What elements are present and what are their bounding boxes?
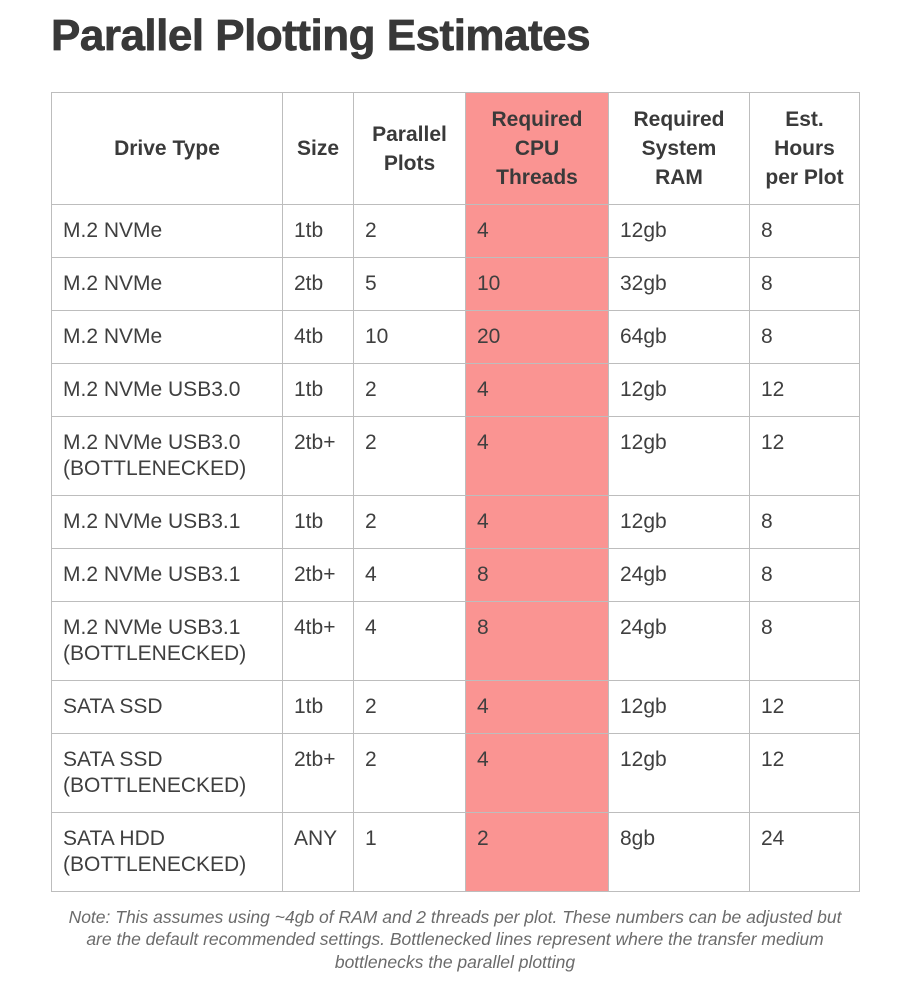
cell-required-system-ram: 24gb — [608, 601, 750, 681]
cell-drive-type: SATA HDD (BOTTLENECKED) — [51, 812, 283, 892]
cell-drive-type: M.2 NVMe USB3.1 (BOTTLENECKED) — [51, 601, 283, 681]
footnote-line: are the default recommended settings. Bo… — [86, 929, 824, 950]
cell-parallel-plots: 2 — [353, 363, 466, 417]
cell-size: 2tb+ — [282, 733, 354, 813]
cell-required-system-ram: 8gb — [608, 812, 750, 892]
cell-required-cpu-threads: 2 — [465, 812, 609, 892]
cell-size: 1tb — [282, 363, 354, 417]
cell-size: 2tb+ — [282, 548, 354, 602]
column-header-required-system-ram: Required System RAM — [608, 92, 750, 205]
table-row: SATA SSD (BOTTLENECKED) 2tb+ 2 4 12gb 12 — [51, 733, 860, 813]
column-header-est-hours-per-plot: Est. Hours per Plot — [749, 92, 860, 205]
table-row: SATA HDD (BOTTLENECKED) ANY 1 2 8gb 24 — [51, 812, 860, 892]
cell-parallel-plots: 4 — [353, 548, 466, 602]
cell-drive-type: M.2 NVMe — [51, 257, 283, 311]
table-row: M.2 NVMe 1tb 2 4 12gb 8 — [51, 204, 860, 258]
cell-drive-type: M.2 NVMe USB3.0 — [51, 363, 283, 417]
page-title: Parallel Plotting Estimates — [51, 11, 591, 61]
cell-required-cpu-threads: 8 — [465, 548, 609, 602]
table-row: M.2 NVMe USB3.1 1tb 2 4 12gb 8 — [51, 495, 860, 549]
table-row: M.2 NVMe 2tb 5 10 32gb 8 — [51, 257, 860, 311]
column-header-size: Size — [282, 92, 354, 205]
cell-drive-type: M.2 NVMe — [51, 204, 283, 258]
header-row: Drive Type Size Parallel Plots Required … — [51, 92, 860, 205]
table-row: M.2 NVMe USB3.1 2tb+ 4 8 24gb 8 — [51, 548, 860, 602]
cell-required-cpu-threads: 4 — [465, 680, 609, 734]
table-row: M.2 NVMe 4tb 10 20 64gb 8 — [51, 310, 860, 364]
cell-size: 4tb+ — [282, 601, 354, 681]
cell-drive-type: SATA SSD (BOTTLENECKED) — [51, 733, 283, 813]
cell-required-cpu-threads: 10 — [465, 257, 609, 311]
cell-size: 2tb+ — [282, 416, 354, 496]
cell-required-cpu-threads: 4 — [465, 733, 609, 813]
cell-drive-type: M.2 NVMe USB3.1 — [51, 495, 283, 549]
table-row: SATA SSD 1tb 2 4 12gb 12 — [51, 680, 860, 734]
cell-required-system-ram: 12gb — [608, 495, 750, 549]
cell-est-hours-per-plot: 24 — [749, 812, 860, 892]
cell-parallel-plots: 5 — [353, 257, 466, 311]
cell-required-system-ram: 12gb — [608, 733, 750, 813]
cell-required-system-ram: 12gb — [608, 204, 750, 258]
cell-required-system-ram: 32gb — [608, 257, 750, 311]
cell-required-cpu-threads: 8 — [465, 601, 609, 681]
cell-size: 2tb — [282, 257, 354, 311]
cell-parallel-plots: 10 — [353, 310, 466, 364]
estimates-table: Drive Type Size Parallel Plots Required … — [51, 92, 860, 892]
cell-est-hours-per-plot: 12 — [749, 363, 860, 417]
cell-size: 1tb — [282, 495, 354, 549]
cell-required-cpu-threads: 4 — [465, 416, 609, 496]
cell-est-hours-per-plot: 12 — [749, 680, 860, 734]
cell-size: 1tb — [282, 204, 354, 258]
cell-est-hours-per-plot: 8 — [749, 257, 860, 311]
cell-drive-type: SATA SSD — [51, 680, 283, 734]
cell-size: 4tb — [282, 310, 354, 364]
table-row: M.2 NVMe USB3.0 1tb 2 4 12gb 12 — [51, 363, 860, 417]
cell-est-hours-per-plot: 8 — [749, 204, 860, 258]
cell-parallel-plots: 4 — [353, 601, 466, 681]
cell-est-hours-per-plot: 8 — [749, 310, 860, 364]
column-header-drive-type: Drive Type — [51, 92, 283, 205]
cell-est-hours-per-plot: 12 — [749, 733, 860, 813]
footnote: Note: This assumes using ~4gb of RAM and… — [51, 906, 859, 973]
column-header-required-cpu-threads: Required CPU Threads — [465, 92, 609, 205]
cell-required-system-ram: 12gb — [608, 680, 750, 734]
cell-required-cpu-threads: 4 — [465, 495, 609, 549]
footnote-line: Note: This assumes using ~4gb of RAM and… — [68, 907, 842, 927]
cell-required-system-ram: 64gb — [608, 310, 750, 364]
cell-drive-type: M.2 NVMe USB3.0 (BOTTLENECKED) — [51, 416, 283, 496]
cell-required-system-ram: 12gb — [608, 416, 750, 496]
cell-est-hours-per-plot: 8 — [749, 601, 860, 681]
cell-drive-type: M.2 NVMe USB3.1 — [51, 548, 283, 602]
cell-parallel-plots: 2 — [353, 733, 466, 813]
cell-required-cpu-threads: 20 — [465, 310, 609, 364]
cell-parallel-plots: 2 — [353, 204, 466, 258]
cell-est-hours-per-plot: 12 — [749, 416, 860, 496]
cell-size: ANY — [282, 812, 354, 892]
table-row: M.2 NVMe USB3.1 (BOTTLENECKED) 4tb+ 4 8 … — [51, 601, 860, 681]
footnote-line: bottlenecks the parallel plotting — [334, 951, 576, 972]
cell-required-cpu-threads: 4 — [465, 204, 609, 258]
cell-parallel-plots: 2 — [353, 680, 466, 734]
cell-parallel-plots: 2 — [353, 416, 466, 496]
table-row: M.2 NVMe USB3.0 (BOTTLENECKED) 2tb+ 2 4 … — [51, 416, 860, 496]
cell-drive-type: M.2 NVMe — [51, 310, 283, 364]
cell-est-hours-per-plot: 8 — [749, 548, 860, 602]
cell-size: 1tb — [282, 680, 354, 734]
cell-parallel-plots: 1 — [353, 812, 466, 892]
cell-required-cpu-threads: 4 — [465, 363, 609, 417]
cell-required-system-ram: 24gb — [608, 548, 750, 602]
cell-parallel-plots: 2 — [353, 495, 466, 549]
cell-est-hours-per-plot: 8 — [749, 495, 860, 549]
cell-required-system-ram: 12gb — [608, 363, 750, 417]
column-header-parallel-plots: Parallel Plots — [353, 92, 466, 205]
